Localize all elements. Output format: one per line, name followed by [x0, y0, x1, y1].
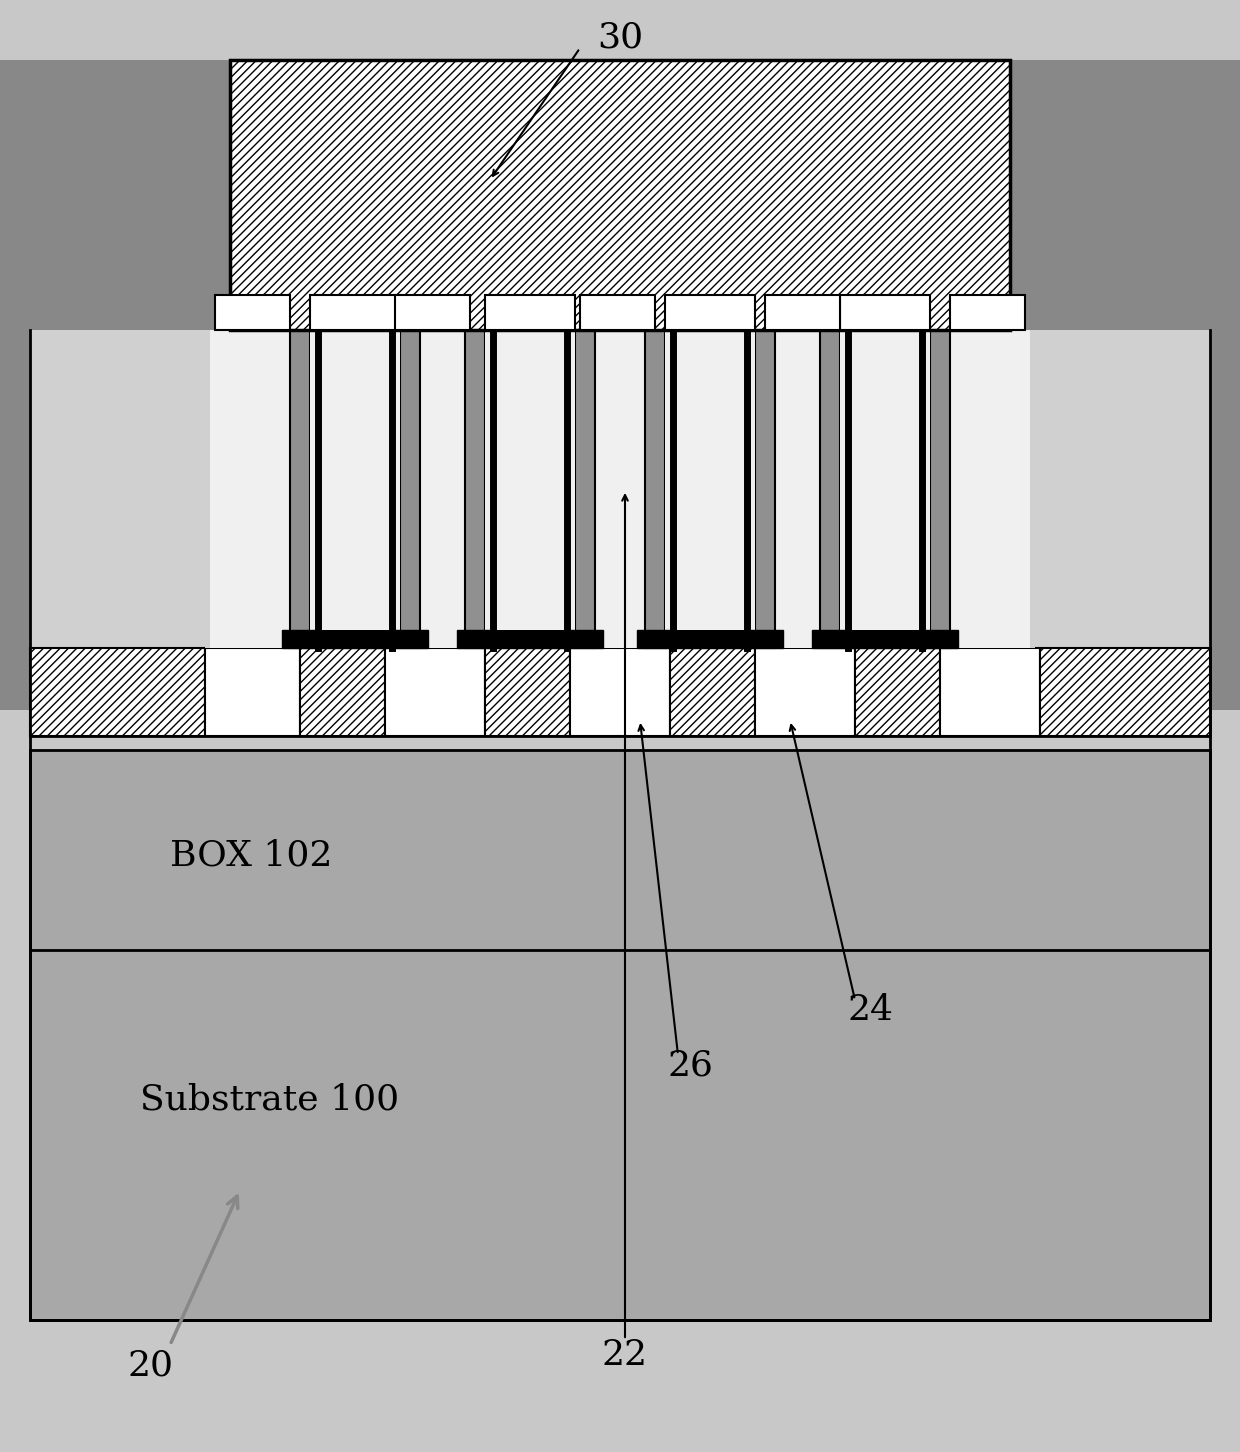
Bar — [812, 630, 959, 648]
Bar — [205, 648, 300, 736]
Bar — [930, 330, 950, 648]
Bar — [755, 330, 849, 648]
Bar — [458, 630, 603, 648]
Bar — [1040, 648, 1210, 736]
Bar — [765, 295, 839, 330]
Bar — [940, 330, 1035, 648]
Bar — [210, 330, 295, 648]
Bar — [300, 648, 384, 736]
Bar — [229, 60, 1011, 330]
Bar — [30, 648, 205, 736]
Bar — [851, 330, 919, 630]
Bar — [755, 330, 775, 648]
Bar — [384, 648, 485, 736]
Bar — [205, 330, 300, 648]
Bar — [645, 330, 665, 648]
Bar — [30, 330, 1210, 648]
Bar — [30, 648, 1210, 736]
Bar — [281, 630, 428, 648]
Bar — [30, 751, 1210, 1320]
Text: 30: 30 — [596, 20, 644, 55]
Text: BOX 102: BOX 102 — [170, 838, 332, 873]
Bar — [401, 330, 420, 648]
Bar — [820, 330, 839, 648]
Bar — [391, 330, 475, 648]
Bar — [665, 330, 755, 648]
Bar — [485, 295, 575, 330]
Bar — [670, 648, 755, 736]
Text: 24: 24 — [847, 993, 893, 1027]
Bar — [465, 330, 485, 648]
Bar — [485, 330, 575, 648]
Bar — [0, 60, 229, 710]
Bar — [637, 630, 782, 648]
Bar — [1011, 60, 1240, 710]
Bar — [839, 330, 930, 648]
Bar — [485, 648, 570, 736]
Bar — [945, 330, 1030, 648]
Text: 22: 22 — [601, 1337, 649, 1372]
Bar — [310, 295, 401, 330]
Bar — [940, 648, 1040, 736]
Bar — [580, 295, 655, 330]
Bar — [760, 330, 844, 648]
Bar — [321, 330, 389, 630]
Bar — [665, 295, 755, 330]
Text: Substrate 100: Substrate 100 — [140, 1083, 399, 1117]
Text: 20: 20 — [126, 1347, 174, 1382]
Bar — [856, 648, 940, 736]
Bar — [496, 330, 564, 630]
Text: 26: 26 — [667, 1048, 713, 1082]
Bar — [570, 330, 665, 648]
Bar — [575, 330, 595, 648]
Bar — [839, 295, 930, 330]
Bar — [384, 330, 480, 648]
Bar — [396, 295, 470, 330]
Bar — [570, 648, 670, 736]
Bar — [755, 648, 856, 736]
Bar — [676, 330, 744, 630]
Bar — [215, 295, 290, 330]
Bar — [290, 330, 310, 648]
Bar — [575, 330, 660, 648]
Bar — [310, 330, 401, 648]
Bar — [950, 295, 1025, 330]
